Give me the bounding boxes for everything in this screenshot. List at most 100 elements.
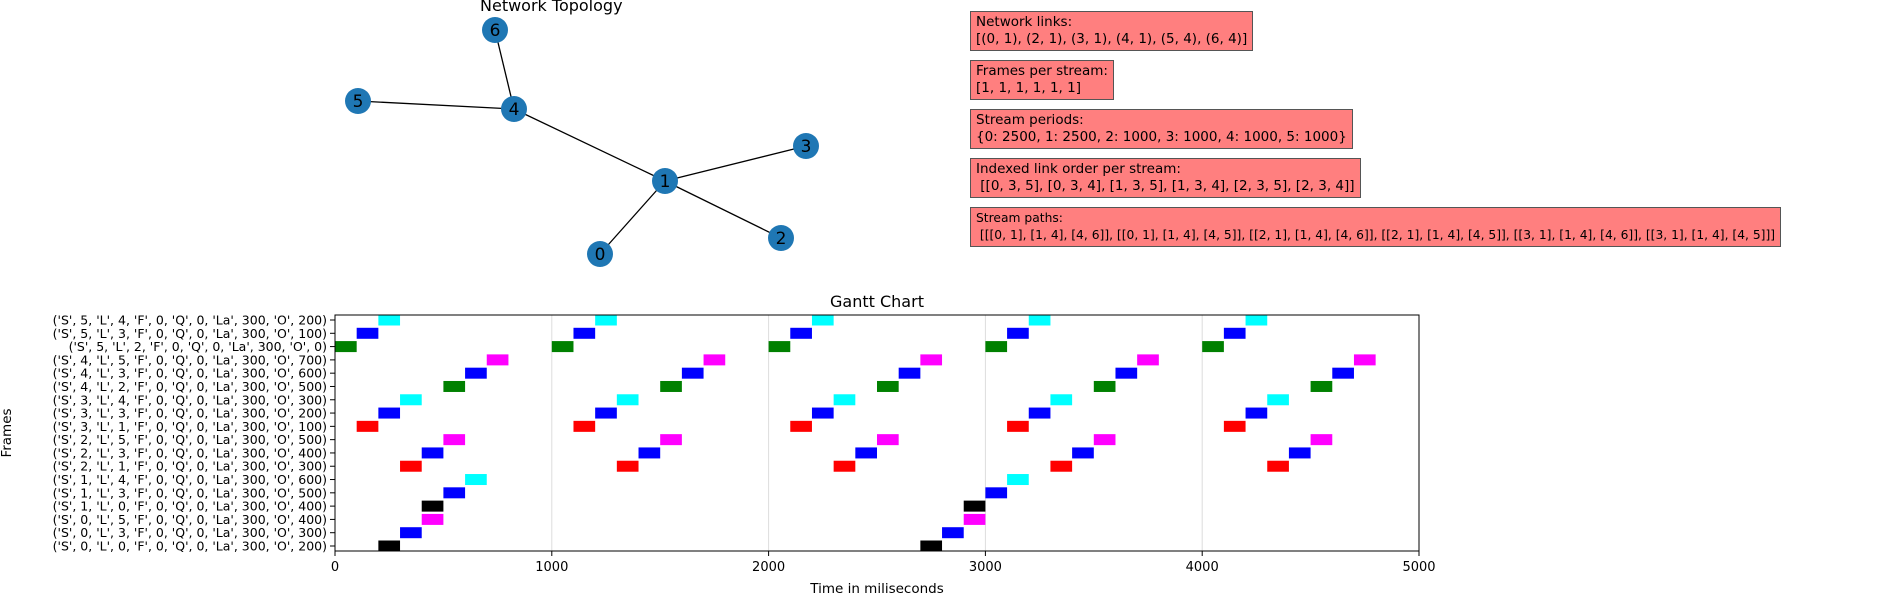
gantt-bar xyxy=(443,434,466,446)
frame-label: ('S', 3, 'L', 3, 'F', 0, 'Q', 0, 'La', 3… xyxy=(53,406,327,421)
frame-label: ('S', 1, 'L', 4, 'F', 0, 'Q', 0, 'La', 3… xyxy=(53,472,327,487)
gantt-bar xyxy=(595,314,617,326)
topology-node-label: 4 xyxy=(509,100,520,120)
gantt-bar xyxy=(1007,420,1029,432)
gantt-bar xyxy=(811,314,834,326)
gantt-bar xyxy=(833,394,856,406)
info-title: Stream paths: xyxy=(976,211,1063,225)
topology-node-circle xyxy=(793,133,819,159)
gantt-bar xyxy=(1310,434,1333,446)
topology-node-circle xyxy=(345,88,371,114)
network-links-box: Network links: [(0, 1), (2, 1), (3, 1), … xyxy=(970,11,1254,51)
frames-per-stream-box: Frames per stream: [1, 1, 1, 1, 1, 1] xyxy=(970,60,1114,100)
link-order-box: Indexed link order per stream: [[0, 3, 5… xyxy=(970,158,1361,198)
info-value: {0: 2500, 1: 2500, 2: 1000, 3: 1000, 4: … xyxy=(976,129,1347,145)
topology-node: 4 xyxy=(501,96,527,122)
stream-paths-box: Stream paths: [[[0, 1], [1, 4], [4, 6]],… xyxy=(970,207,1782,247)
gantt-bar xyxy=(1245,314,1268,326)
gantt-bar xyxy=(1353,354,1376,366)
info-title: Indexed link order per stream: xyxy=(976,161,1181,177)
info-value: [[0, 3, 5], [0, 3, 4], [1, 3, 5], [1, 3,… xyxy=(976,178,1355,194)
topology-edge xyxy=(357,100,515,110)
gantt-bar xyxy=(573,327,596,339)
gantt-bar xyxy=(465,367,487,379)
x-tick-label: 2000 xyxy=(752,560,785,575)
x-tick-label: 1000 xyxy=(535,560,568,575)
gantt-bar xyxy=(1093,380,1116,392)
frame-label: ('S', 2, 'L', 3, 'F', 0, 'Q', 0, 'La', 3… xyxy=(53,445,327,460)
topology-node-label: 6 xyxy=(490,21,501,41)
frame-label: ('S', 0, 'L', 0, 'F', 0, 'Q', 0, 'La', 3… xyxy=(53,539,327,554)
gantt-bar xyxy=(1223,327,1246,339)
gantt-bar xyxy=(790,327,812,339)
frame-label: ('S', 2, 'L', 5, 'F', 0, 'Q', 0, 'La', 3… xyxy=(53,432,327,447)
gantt-bar xyxy=(400,527,422,539)
stream-periods-box: Stream periods: {0: 2500, 1: 2500, 2: 10… xyxy=(970,109,1353,149)
gantt-bar xyxy=(421,447,444,459)
gantt-bar xyxy=(855,447,877,459)
gantt-bar xyxy=(811,407,834,419)
info-value: [[[0, 1], [1, 4], [4, 6]], [[0, 1], [1, … xyxy=(976,228,1776,242)
gantt-bar xyxy=(1137,354,1159,366)
info-value: [1, 1, 1, 1, 1, 1] xyxy=(976,80,1081,96)
gantt-bar xyxy=(1007,474,1029,486)
gantt-bar xyxy=(833,460,856,472)
gantt-bar xyxy=(660,380,682,392)
topology-node: 1 xyxy=(652,168,678,194)
gantt-chart: Gantt Chart 0 1000 2000 3000 4000 5000 ('S', 5,… xyxy=(0,292,1436,597)
topology-node-label: 2 xyxy=(776,229,787,249)
frame-label: ('S', 5, 'L', 3, 'F', 0, 'Q', 0, 'La', 3… xyxy=(53,326,327,341)
frame-label: ('S', 3, 'L', 4, 'F', 0, 'Q', 0, 'La', 3… xyxy=(53,392,327,407)
gantt-bar xyxy=(681,367,704,379)
gantt-bar xyxy=(1093,434,1116,446)
gantt-bar xyxy=(378,314,401,326)
gantt-bar xyxy=(1223,420,1246,432)
gantt-bar xyxy=(465,474,487,486)
topology-node: 2 xyxy=(768,225,794,251)
gantt-bar xyxy=(443,380,466,392)
topology-title: Network Topology xyxy=(480,0,623,15)
frame-label: ('S', 1, 'L', 0, 'F', 0, 'Q', 0, 'La', 3… xyxy=(53,499,327,514)
topology-node-circle xyxy=(768,225,794,251)
gantt-bar xyxy=(638,447,661,459)
gantt-bar xyxy=(920,354,943,366)
topology-node: 0 xyxy=(587,241,613,267)
gantt-bar xyxy=(1202,341,1224,353)
gantt-bar xyxy=(963,500,986,512)
info-title: Network links: xyxy=(976,14,1073,30)
network-topology-graph: 0 1 2 3 4 5 6 xyxy=(345,17,819,267)
gantt-bar xyxy=(1050,460,1073,472)
gantt-bar xyxy=(1288,447,1311,459)
gantt-bar xyxy=(1007,327,1029,339)
frame-label: ('S', 2, 'L', 1, 'F', 0, 'Q', 0, 'La', 3… xyxy=(53,459,327,474)
topology-node-circle xyxy=(652,168,678,194)
y-axis-label: Frames xyxy=(0,408,15,457)
gantt-bar xyxy=(551,341,574,353)
gantt-bar xyxy=(400,460,422,472)
topology-edge xyxy=(494,29,515,110)
frame-label: ('S', 0, 'L', 5, 'F', 0, 'Q', 0, 'La', 3… xyxy=(53,512,327,527)
gantt-bar xyxy=(1310,380,1333,392)
info-title: Stream periods: xyxy=(976,112,1084,128)
topology-node: 6 xyxy=(482,17,508,43)
topology-edge xyxy=(664,180,782,239)
gantt-title: Gantt Chart xyxy=(830,292,924,311)
gantt-bar xyxy=(703,354,726,366)
topology-node: 3 xyxy=(793,133,819,159)
topology-node: 5 xyxy=(345,88,371,114)
gantt-bar xyxy=(595,407,617,419)
gantt-bar xyxy=(660,434,682,446)
x-tick-label: 0 xyxy=(331,560,339,575)
gantt-bar xyxy=(356,327,379,339)
topology-node-circle xyxy=(501,96,527,122)
gantt-bar xyxy=(616,460,639,472)
x-tick-label: 5000 xyxy=(1402,560,1435,575)
gantt-bar xyxy=(790,420,812,432)
gantt-bar xyxy=(1267,460,1289,472)
info-value: [(0, 1), (2, 1), (3, 1), (4, 1), (5, 4),… xyxy=(976,31,1248,47)
gantt-bar xyxy=(768,341,791,353)
frame-label: ('S', 4, 'L', 3, 'F', 0, 'Q', 0, 'La', 3… xyxy=(53,366,327,381)
gantt-bar xyxy=(421,500,444,512)
gantt-bar xyxy=(1115,367,1138,379)
frame-label: ('S', 1, 'L', 3, 'F', 0, 'Q', 0, 'La', 3… xyxy=(53,485,327,500)
